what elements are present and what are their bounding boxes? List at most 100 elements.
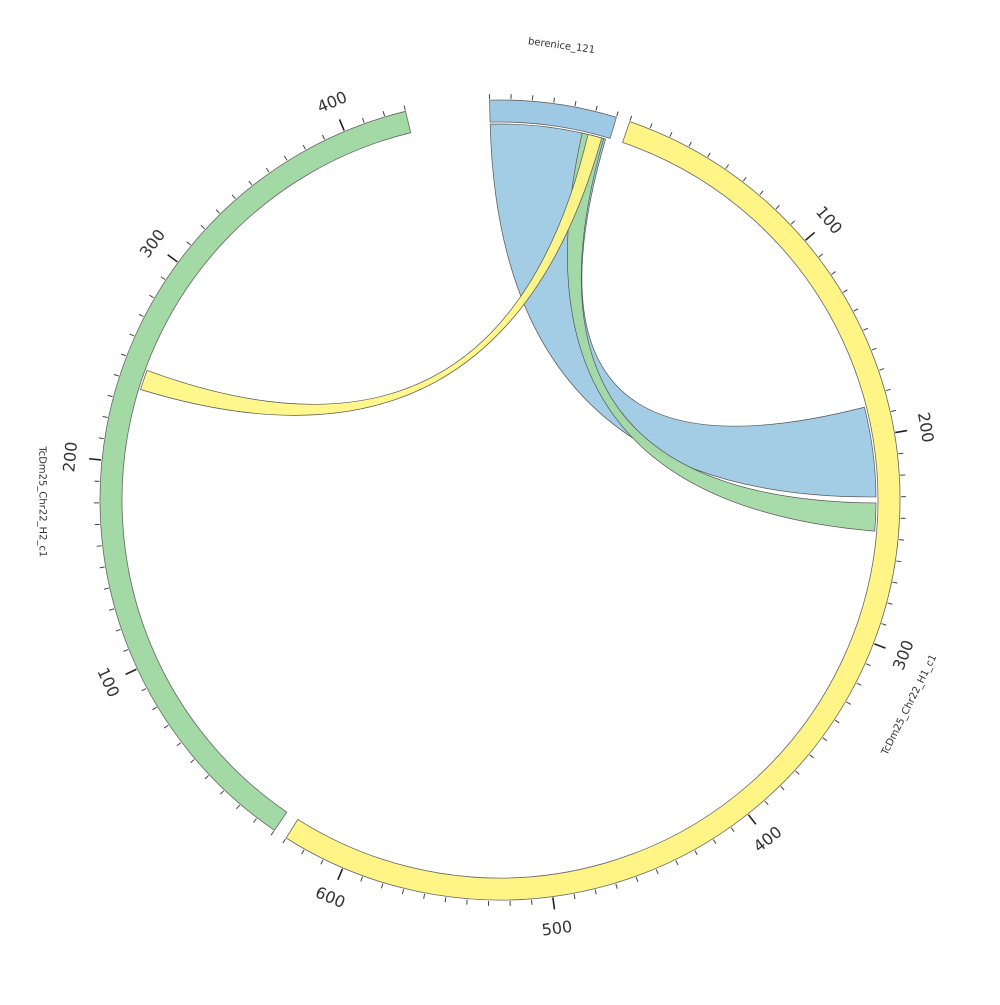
minor-tick (404, 105, 405, 110)
major-tick (874, 644, 885, 648)
minor-tick (177, 743, 181, 746)
minor-tick (731, 828, 734, 832)
minor-tick (650, 124, 652, 129)
minor-tick (670, 132, 672, 137)
minor-tick (303, 145, 305, 149)
major-tick (748, 815, 755, 824)
minor-tick (554, 98, 555, 103)
minor-tick (445, 897, 446, 902)
minor-tick (893, 582, 898, 583)
minor-tick (676, 860, 678, 864)
minor-tick (164, 725, 168, 728)
minor-tick (161, 277, 165, 280)
minor-tick (713, 840, 716, 844)
minor-tick (321, 860, 323, 864)
minor-tick (743, 177, 746, 181)
minor-tick (708, 153, 711, 157)
minor-tick (302, 850, 304, 854)
major-tick (339, 119, 344, 130)
minor-tick (596, 106, 597, 111)
segment-name-label: berenice_121 (527, 36, 595, 56)
minor-tick (846, 702, 850, 705)
minor-tick (854, 309, 858, 311)
minor-tick (575, 101, 576, 106)
minor-tick (630, 116, 632, 121)
minor-tick (109, 609, 114, 610)
tick-label: 300 (136, 226, 169, 262)
minor-tick (636, 877, 638, 882)
link-berenice_121-to-TcDm25_Chr22_H1_c1 (490, 124, 876, 497)
minor-tick (424, 894, 425, 899)
tick-label: 300 (889, 637, 918, 672)
tick-label: 200 (914, 411, 938, 444)
minor-tick (216, 210, 219, 214)
minor-tick (888, 603, 893, 604)
links-layer (141, 124, 876, 531)
minor-tick (796, 771, 800, 774)
minor-tick (857, 683, 861, 685)
tick-label: 100 (812, 202, 846, 238)
minor-tick (726, 164, 729, 168)
segment-TcDm25_Chr22_H2_c1 (100, 111, 411, 830)
minor-tick (574, 894, 575, 899)
minor-tick (97, 546, 102, 547)
minor-tick (879, 369, 884, 371)
tick-label: 400 (750, 822, 786, 856)
minor-tick (205, 775, 209, 778)
minor-tick (866, 664, 871, 666)
minor-tick (190, 759, 194, 762)
minor-tick (823, 738, 827, 741)
minor-tick (236, 805, 239, 809)
minor-tick (142, 689, 146, 691)
segment-name-label: TcDm25_Chr22_H1_c1 (879, 653, 939, 758)
minor-tick (139, 314, 143, 316)
minor-tick (863, 328, 868, 330)
major-tick (168, 255, 178, 262)
minor-tick (100, 567, 105, 568)
minor-tick (284, 156, 287, 160)
minor-tick (123, 650, 128, 652)
minor-tick (381, 884, 382, 889)
minor-tick (361, 877, 363, 882)
minor-tick (891, 410, 896, 411)
minor-tick (283, 839, 286, 843)
major-tick (338, 869, 343, 880)
minor-tick (872, 348, 877, 350)
minor-tick (232, 195, 235, 199)
minor-tick (695, 850, 697, 854)
minor-tick (201, 225, 205, 228)
major-tick (553, 897, 555, 909)
major-tick (805, 232, 814, 240)
tick-label: 400 (314, 87, 350, 116)
minor-tick (656, 869, 658, 874)
minor-tick (271, 831, 274, 835)
tick-label: 600 (313, 883, 349, 912)
major-tick (89, 459, 101, 460)
minor-tick (819, 254, 823, 257)
tick-label: 200 (59, 441, 81, 473)
tick-label: 500 (541, 917, 574, 940)
minor-tick (383, 111, 384, 116)
minor-tick (108, 395, 113, 396)
minor-tick (362, 118, 364, 123)
minor-tick (881, 624, 886, 626)
minor-tick (220, 791, 223, 795)
minor-tick (99, 438, 104, 439)
minor-tick (896, 561, 901, 562)
minor-tick (776, 205, 779, 209)
minor-tick (104, 588, 109, 589)
minor-tick (152, 707, 156, 710)
minor-tick (689, 142, 691, 146)
minor-tick (114, 374, 119, 376)
minor-tick (121, 354, 126, 356)
minor-tick (898, 453, 903, 454)
minor-tick (810, 755, 814, 758)
minor-tick (249, 181, 252, 185)
minor-tick (322, 135, 324, 139)
minor-tick (760, 191, 763, 195)
minor-tick (781, 786, 784, 790)
major-tick (895, 431, 907, 433)
minor-tick (765, 801, 768, 805)
